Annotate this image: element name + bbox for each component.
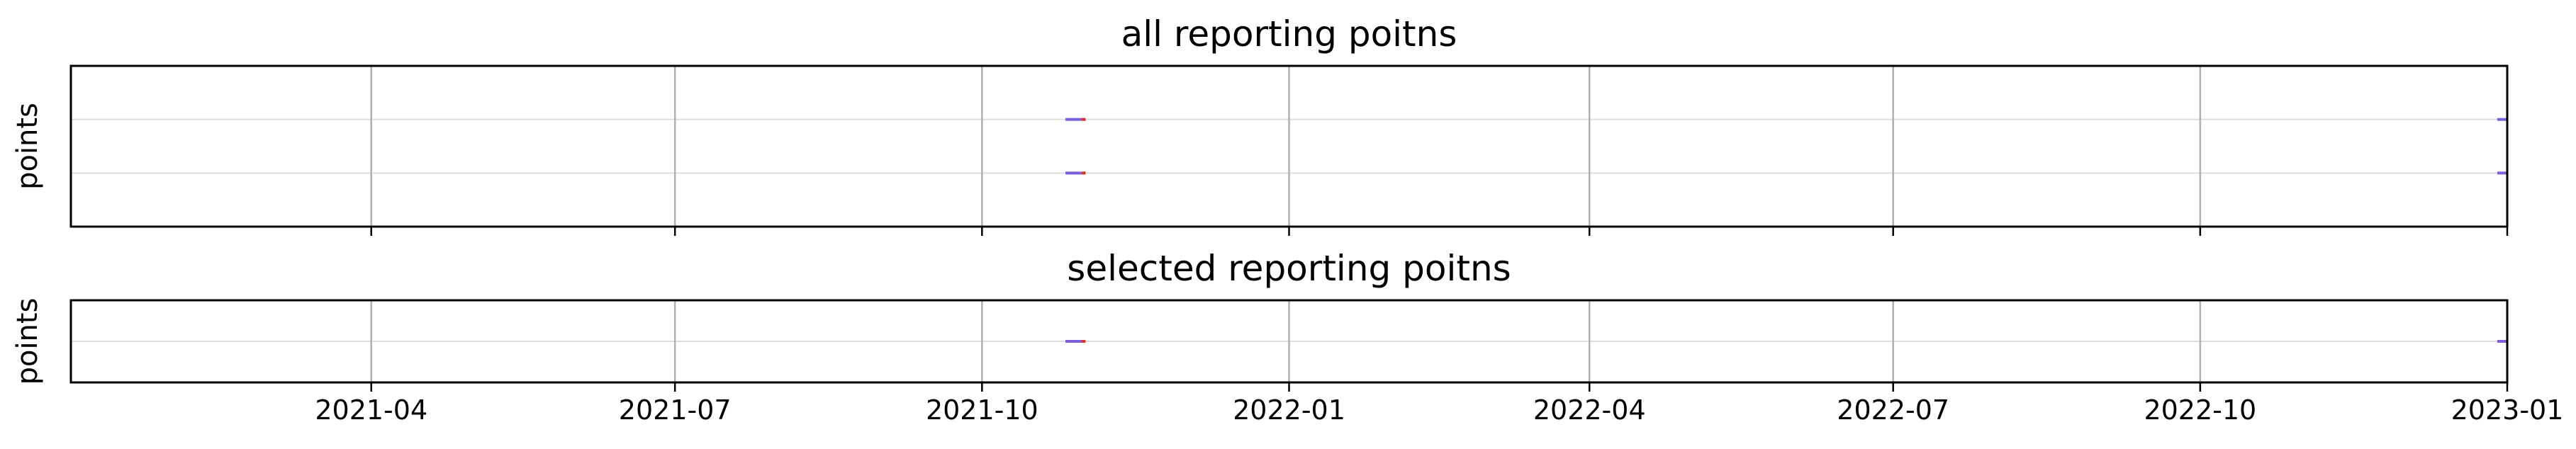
chart-title: selected reporting poitns (1067, 248, 1511, 289)
chart-panel-1: all reporting poitns points (11, 13, 2509, 236)
axes-frame (69, 64, 2509, 228)
x-tick-label: 2022-01 (1233, 394, 1345, 426)
y-axis-label: points (11, 103, 44, 190)
axes-frame (69, 299, 2509, 384)
x-tick-label: 2021-10 (926, 394, 1038, 426)
chart-title: all reporting poitns (1121, 13, 1457, 55)
x-tick-label: 2023-01 (2451, 394, 2564, 426)
x-tick-label: 2022-07 (1837, 394, 1949, 426)
y-axis-label: points (11, 298, 44, 385)
x-tick-label: 2022-04 (1533, 394, 1646, 426)
x-tick-label: 2021-07 (619, 394, 732, 426)
x-tick-label: 2021-04 (315, 394, 427, 426)
x-tick-label: 2022-10 (2144, 394, 2256, 426)
chart-panel-2: selected reporting poitns points 2021-04 20… (11, 248, 2563, 426)
